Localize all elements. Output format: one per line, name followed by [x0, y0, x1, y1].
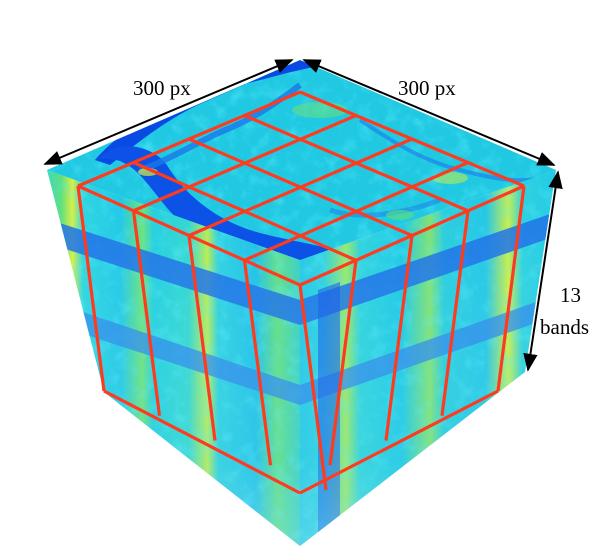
depth-label: 300 px	[398, 76, 456, 100]
grid-line-bottom-right	[299, 389, 499, 495]
grid-line-top-b	[132, 161, 357, 262]
grid-line-vertical-left	[242, 260, 273, 466]
grid-line-bottom-left	[103, 389, 301, 495]
grid-line-vertical-right	[440, 210, 470, 416]
bands-label-count: 13	[560, 283, 581, 307]
grid-line-vertical-right	[384, 235, 414, 441]
grid-line-vertical-right	[328, 260, 358, 466]
grid-line-vertical-left	[76, 185, 106, 392]
width-label: 300 px	[133, 76, 191, 100]
width-arrow	[43, 59, 294, 165]
bands-label-word: bands	[540, 315, 589, 339]
grid-line-vertical-left	[187, 235, 217, 441]
depth-arrow	[302, 59, 556, 166]
grid-line-vertical-right	[496, 185, 526, 392]
bands-arrow	[523, 170, 563, 372]
grid-line-vertical-left	[298, 284, 328, 491]
grid-line-vertical-left	[131, 210, 162, 416]
dimension-arrows	[43, 59, 563, 372]
